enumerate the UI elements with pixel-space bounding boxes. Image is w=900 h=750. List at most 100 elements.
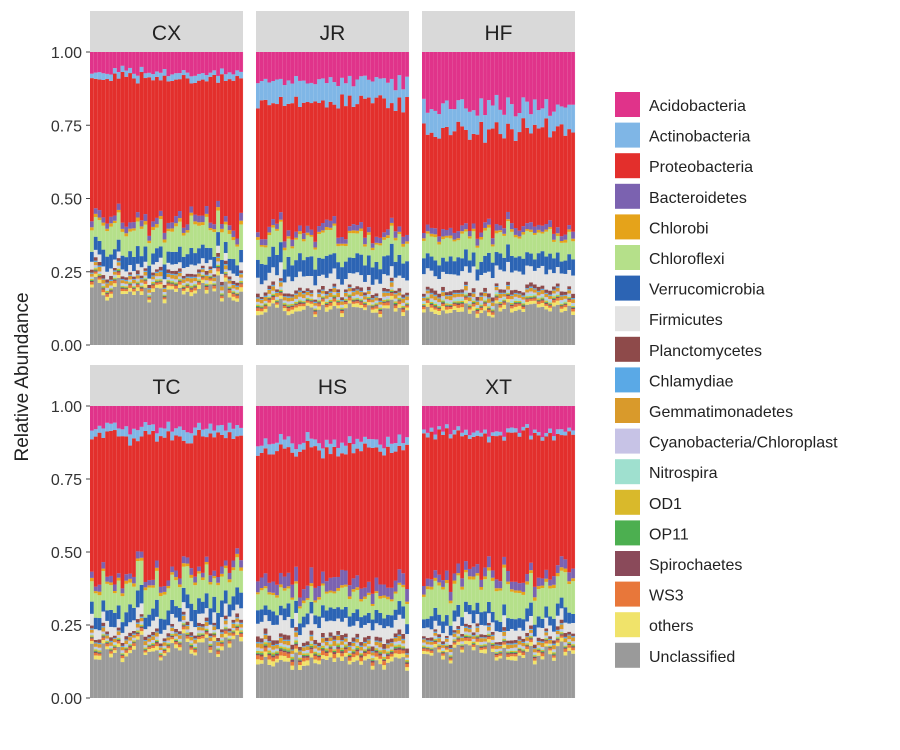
bar-segment-spirochaetes [533, 657, 537, 658]
bar-segment-op11 [239, 632, 243, 633]
bar-segment-cyanobacteria-chloroplast [502, 636, 506, 638]
bar-segment-proteobacteria [313, 446, 317, 588]
bar-segment-planctomycetes [556, 626, 560, 630]
bar-segment-nitrospira [506, 650, 510, 651]
bar-segment-chlorobi [98, 218, 102, 221]
bar-segment-others [333, 302, 337, 306]
bar-segment-chloroflexi [159, 219, 163, 246]
bar-segment-chlamydiae [94, 642, 98, 643]
bar-segment-nitrospira [212, 631, 216, 632]
bar-segment-firmicutes [506, 631, 510, 641]
bar-segment-od1 [453, 640, 457, 641]
bar-segment-others [317, 306, 321, 309]
bar-segment-gemmatimonadetes [267, 643, 271, 648]
bar-segment-firmicutes [329, 621, 333, 633]
bar-segment-bacteroidetes [132, 222, 136, 228]
bar-segment-chlamydiae [212, 625, 216, 626]
bar-segment-nitrospira [548, 645, 552, 646]
bar-segment-bacteroidetes [220, 224, 224, 229]
bar-segment-actinobacteria [267, 444, 271, 454]
bar-segment-unclassified [209, 653, 213, 698]
bar-segment-od1 [94, 268, 98, 269]
bar-segment-cyanobacteria-chloroplast [189, 283, 193, 285]
bar-segment-firmicutes [98, 254, 102, 261]
bar-segment-ws3 [464, 638, 468, 641]
bar-segment-nitrospira [544, 299, 548, 301]
bar-segment-planctomycetes [267, 636, 271, 641]
sample-bar [560, 52, 564, 345]
bar-segment-acidobacteria [518, 406, 522, 433]
bar-segment-nitrospira [367, 646, 371, 647]
bar-segment-bacteroidetes [178, 578, 182, 584]
bar-segment-chlorobi [264, 586, 268, 588]
bar-segment-bacteroidetes [437, 236, 441, 241]
bar-segment-proteobacteria [441, 128, 445, 229]
bar-segment-verrucomicrobia [310, 602, 314, 614]
bar-segment-cyanobacteria-chloroplast [502, 297, 506, 298]
bar-segment-unclassified [499, 311, 503, 345]
bar-segment-chloroflexi [548, 588, 552, 616]
bar-segment-unclassified [260, 315, 264, 345]
bar-segment-gemmatimonadetes [371, 653, 375, 656]
bar-segment-actinobacteria [464, 430, 468, 435]
sample-bar [449, 52, 453, 345]
bar-segment-proteobacteria [437, 429, 441, 574]
bar-segment-bacteroidetes [189, 568, 193, 575]
bar-segment-cyanobacteria-chloroplast [518, 645, 522, 647]
bar-segment-unclassified [495, 304, 499, 346]
bar-segment-chlamydiae [232, 623, 236, 624]
bar-segment-spirochaetes [552, 655, 556, 656]
bar-segment-verrucomicrobia [151, 254, 155, 265]
bar-segment-unclassified [340, 661, 344, 698]
bar-segment-firmicutes [359, 275, 363, 287]
bar-segment-nitrospira [260, 650, 264, 651]
bar-segment-ws3 [386, 302, 390, 305]
bar-segment-bacteroidetes [310, 230, 314, 235]
bar-segment-cyanobacteria-chloroplast [449, 652, 453, 654]
bar-segment-gemmatimonadetes [344, 638, 348, 641]
bar-segment-gemmatimonadetes [352, 643, 356, 646]
bar-segment-chloroflexi [144, 590, 148, 617]
bar-segment-proteobacteria [394, 452, 398, 581]
sample-bar [113, 52, 117, 345]
bar-segment-spirochaetes [433, 641, 437, 642]
bar-segment-ws3 [121, 656, 125, 658]
bar-segment-planctomycetes [518, 291, 522, 294]
bar-segment-bacteroidetes [128, 574, 132, 579]
bar-segment-firmicutes [533, 636, 537, 644]
bar-segment-ws3 [94, 272, 98, 274]
bar-segment-spirochaetes [189, 288, 193, 290]
bar-segment-firmicutes [109, 268, 113, 275]
bar-segment-gemmatimonadetes [163, 642, 167, 646]
bar-segment-nitrospira [279, 645, 283, 646]
bar-segment-bacteroidetes [483, 568, 487, 577]
bar-segment-chloroflexi [298, 234, 302, 253]
bar-segment-proteobacteria [336, 108, 340, 237]
bar-segment-proteobacteria [144, 78, 148, 214]
bar-segment-verrucomicrobia [313, 270, 317, 286]
bar-segment-cyanobacteria-chloroplast [101, 284, 105, 286]
bar-segment-chlamydiae [460, 293, 464, 294]
sample-bar [556, 52, 560, 345]
bar-segment-chlorobi [294, 581, 298, 583]
bar-segment-planctomycetes [340, 297, 344, 300]
bar-segment-ws3 [401, 650, 405, 653]
bar-segment-cyanobacteria-chloroplast [453, 297, 457, 299]
bar-segment-actinobacteria [117, 72, 121, 79]
bar-segment-bacteroidetes [567, 225, 571, 229]
bar-segment-verrucomicrobia [212, 257, 216, 268]
bar-segment-cyanobacteria-chloroplast [456, 634, 460, 636]
bar-segment-op11 [306, 655, 310, 656]
bar-segment-verrucomicrobia [437, 615, 441, 626]
bar-segment-acidobacteria [382, 406, 386, 448]
bar-segment-ws3 [491, 646, 495, 648]
bar-segment-ws3 [239, 284, 243, 287]
bar-segment-chlamydiae [344, 637, 348, 638]
bar-segment-spirochaetes [275, 302, 279, 303]
bar-segment-chlamydiae [167, 273, 171, 274]
bar-segment-unclassified [201, 283, 205, 345]
bar-segment-bacteroidetes [163, 586, 167, 592]
bar-segment-chlamydiae [178, 272, 182, 273]
bar-segment-bacteroidetes [271, 219, 275, 225]
bar-segment-planctomycetes [552, 287, 556, 290]
